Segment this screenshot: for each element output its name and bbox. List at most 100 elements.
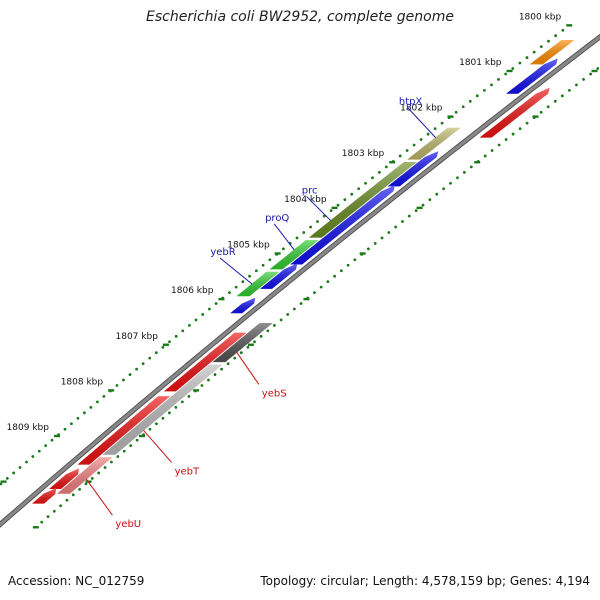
tick-dot <box>268 258 272 262</box>
tick-dot <box>518 61 522 65</box>
tick-dot <box>110 460 113 464</box>
gene-yebs-shade <box>212 323 273 363</box>
tick-dot <box>161 416 165 420</box>
tick-dot <box>234 285 238 289</box>
tick-dot <box>233 356 237 360</box>
gene-orange-shade <box>529 40 575 65</box>
tick-dot <box>282 247 285 251</box>
gene-label-htpx-leader <box>407 107 436 138</box>
gene-label-prc-leader <box>306 196 332 221</box>
tick-labels: 1800 kbp 1801 kbp 1802 kbp 1803 kbp 1804 kbp… <box>7 12 562 433</box>
tick-label: 1808 kbp <box>61 377 104 387</box>
tick-dot <box>37 449 41 453</box>
tick-dot <box>532 50 536 54</box>
tick-dot <box>313 291 316 294</box>
tick-dot <box>377 170 381 174</box>
tick-dot <box>246 345 250 349</box>
tick-dot <box>254 269 258 273</box>
tick-dot <box>220 367 223 371</box>
tick-dot <box>213 373 217 376</box>
tick-dot <box>336 203 340 207</box>
cds-forward-3-shade <box>77 396 171 465</box>
tick-dot <box>353 258 357 262</box>
gene-label-prc: prc <box>302 186 318 197</box>
tick-dot <box>490 149 494 152</box>
tick-dot <box>387 231 391 234</box>
tick-dot <box>511 67 515 70</box>
tick-dot <box>401 220 404 223</box>
tick-dot <box>309 225 313 229</box>
tick-dot <box>82 411 86 415</box>
tick-dot <box>228 291 231 294</box>
tick-dot <box>343 198 347 202</box>
tick-dot <box>295 236 299 240</box>
tick-dot <box>319 285 323 289</box>
tick-dot <box>350 192 354 196</box>
gene-prc-shade <box>308 162 417 238</box>
tick-dot <box>525 121 529 125</box>
tick-dot <box>70 422 73 426</box>
tick-dot <box>52 509 56 513</box>
tick-dot <box>25 460 28 464</box>
tick-dot <box>89 405 93 409</box>
tick-dot <box>71 493 75 497</box>
topology-footer: Topology: circular; Length: 4,578,159 bp… <box>260 574 590 588</box>
tick-dot <box>428 198 432 202</box>
tick-dot <box>384 165 388 169</box>
tick-dot <box>504 138 508 141</box>
tick-label: 1800 kbp <box>519 12 562 22</box>
tick-dot <box>511 132 515 136</box>
tick-dot <box>398 154 402 158</box>
tick-label: 1801 kbp <box>459 58 502 68</box>
tick-dot <box>371 176 374 180</box>
tick-dot <box>405 149 409 152</box>
tick-dot <box>76 416 80 420</box>
cds-reverse-3-shade <box>290 185 395 265</box>
tick-dot <box>241 280 245 284</box>
tick-dot <box>115 384 119 387</box>
tick-dot <box>174 405 178 409</box>
tick-dot <box>63 427 67 431</box>
cds-forward-4-shade <box>49 468 79 489</box>
cds-reverse-2-shade <box>387 151 439 187</box>
gene-label-yebt-leader <box>143 430 172 463</box>
tick-label: 1806 kbp <box>171 286 214 296</box>
map-title: Escherichia coli BW2952, complete genome <box>146 9 454 25</box>
tick-dot <box>553 99 557 103</box>
tick-dot <box>207 378 210 382</box>
gene-label-yebs: yebS <box>262 388 287 399</box>
tick-dot <box>589 72 593 76</box>
tick-dot <box>339 269 343 273</box>
tick-dot <box>504 72 508 76</box>
tick-dot <box>456 176 459 180</box>
tick-dot <box>442 187 446 191</box>
feature-glyphs[interactable] <box>32 40 575 504</box>
tick-dot <box>407 214 411 218</box>
tick-dot <box>122 449 126 453</box>
tick-dot <box>497 78 500 81</box>
tick-dot <box>44 444 48 448</box>
tick-dot <box>539 110 543 114</box>
tick-marks <box>0 24 598 529</box>
tick-dot <box>226 362 230 366</box>
tick-dot <box>561 28 565 32</box>
tick-dot <box>239 351 243 355</box>
tick-dot <box>148 356 152 360</box>
backbone-line <box>0 35 600 527</box>
tick-dot <box>135 438 139 442</box>
tick-dot <box>469 165 473 169</box>
tick-dot <box>454 110 458 114</box>
cds-forward-1-shade <box>479 87 550 138</box>
tick-dot <box>200 384 204 387</box>
tick-dot <box>547 39 550 43</box>
tick-dot <box>518 127 522 131</box>
gene-proq-shade <box>269 240 319 270</box>
tick-dot <box>414 209 418 213</box>
tick-dot <box>84 482 88 486</box>
tick-dot <box>253 340 256 344</box>
cds-reverse-5-shade <box>230 297 256 314</box>
tick-dot <box>435 192 439 196</box>
tick-dot <box>194 318 198 322</box>
tick-dot <box>248 274 252 278</box>
